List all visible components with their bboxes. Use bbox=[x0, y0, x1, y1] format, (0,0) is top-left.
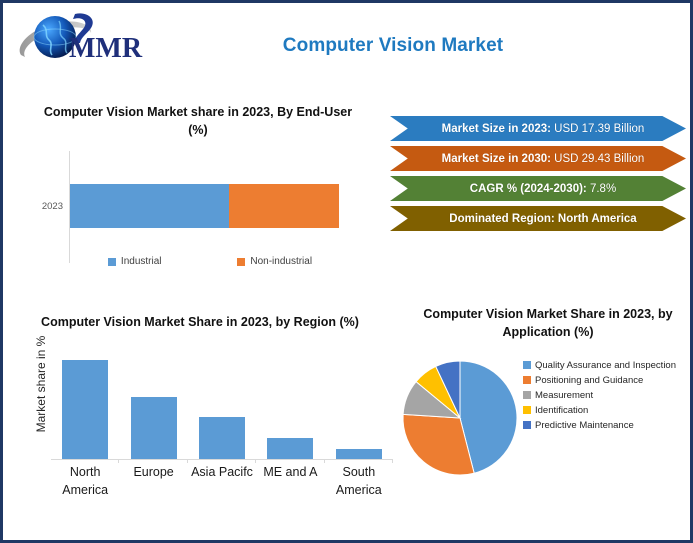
end-user-axis-line bbox=[69, 151, 70, 263]
legend-item-1: Positioning and Guidance bbox=[523, 374, 690, 387]
banner-cagr: CAGR % (2024-2030): 7.8% bbox=[390, 176, 686, 201]
legend-label-3: Identification bbox=[535, 405, 589, 417]
legend-label-1: Positioning and Guidance bbox=[535, 375, 644, 387]
region-bar-asia-pacifc bbox=[199, 417, 246, 459]
region-x-axis-labels: North America Europe Asia Pacifc ME and A So… bbox=[51, 463, 393, 499]
end-user-stacked-bar-chart: 2023 Industrial Non-industrial bbox=[23, 151, 368, 286]
pie-graphic bbox=[402, 360, 518, 476]
bar-segment-non-industrial bbox=[228, 184, 339, 228]
banner-text-dominated-region: Dominated Region: North America bbox=[449, 212, 637, 225]
region-bar-column bbox=[256, 355, 326, 463]
legend-item-0: Quality Assurance and Inspection bbox=[523, 359, 690, 372]
pie-slice-4 bbox=[435, 360, 461, 419]
application-legend: Quality Assurance and Inspection Position… bbox=[523, 359, 690, 435]
legend-swatch-0 bbox=[523, 361, 531, 369]
legend-item-non-industrial: Non-industrial bbox=[237, 256, 312, 267]
region-bar-me-and-a bbox=[267, 438, 314, 459]
banner-market-size-2023: Market Size in 2023: USD 17.39 Billion bbox=[390, 116, 686, 141]
region-bar-europe bbox=[130, 396, 177, 459]
mmr-logo: MMR bbox=[13, 9, 193, 71]
region-bar-chart: Market share in % North America Europe Asi… bbox=[25, 336, 395, 540]
banner-dominated-region: Dominated Region: North America bbox=[390, 206, 686, 231]
legend-label-2: Measurement bbox=[535, 390, 594, 402]
legend-swatch-industrial bbox=[107, 257, 116, 266]
banner-text-cagr: CAGR % (2024-2030): 7.8% bbox=[469, 182, 617, 195]
banner-market-size-2030: Market Size in 2030: USD 29.43 Billion bbox=[390, 146, 686, 171]
legend-item-industrial: Industrial bbox=[107, 256, 162, 267]
legend-item-3: Identification bbox=[523, 404, 690, 417]
bar-segment-industrial bbox=[70, 184, 229, 228]
region-y-axis-label: Market share in % bbox=[34, 335, 48, 433]
region-bar-column bbox=[119, 355, 189, 463]
region-bar-column bbox=[325, 355, 394, 463]
application-pie-chart: Quality Assurance and Inspection Position… bbox=[401, 355, 690, 515]
region-label-me-and-a: ME and A bbox=[263, 465, 318, 479]
legend-swatch-non-industrial bbox=[237, 257, 246, 266]
header: MMR Computer Vision Market bbox=[3, 3, 690, 91]
legend-label-4: Predictive Maintenance bbox=[535, 420, 634, 432]
region-label-asia-pacifc: Asia Pacifc bbox=[191, 465, 253, 479]
pie-slice-1 bbox=[402, 413, 475, 476]
region-label-south-america: South America bbox=[335, 465, 382, 498]
key-metrics-banners: Market Size in 2023: USD 17.39 Billion M… bbox=[390, 116, 686, 236]
end-user-legend: Industrial Non-industrial bbox=[70, 256, 350, 267]
end-user-chart-title: Computer Vision Market share in 2023, By… bbox=[43, 105, 353, 137]
end-user-bar bbox=[70, 184, 339, 228]
legend-label-non-industrial: Non-industrial bbox=[250, 256, 313, 267]
end-user-category-label: 2023 bbox=[41, 201, 63, 212]
banner-text-market-size-2023: Market Size in 2023: USD 17.39 Billion bbox=[441, 122, 645, 135]
region-label-north-america: North America bbox=[62, 465, 109, 498]
region-bar-column bbox=[51, 355, 120, 463]
globe-icon: MMR bbox=[19, 13, 143, 64]
legend-label-0: Quality Assurance and Inspection bbox=[535, 360, 677, 371]
legend-swatch-4 bbox=[523, 421, 531, 430]
pie-slice-0 bbox=[459, 360, 518, 474]
legend-item-4: Predictive Maintenance bbox=[523, 419, 690, 432]
region-bar-north-america bbox=[62, 360, 109, 459]
region-chart-title: Computer Vision Market Share in 2023, by… bbox=[41, 315, 359, 329]
legend-swatch-2 bbox=[523, 391, 531, 400]
banner-text-market-size-2030: Market Size in 2030: USD 29.43 Billion bbox=[441, 152, 645, 165]
region-bar-column bbox=[188, 355, 257, 463]
legend-swatch-3 bbox=[523, 406, 531, 415]
legend-item-2: Measurement bbox=[523, 389, 690, 402]
page-title: Computer Vision Market bbox=[282, 35, 504, 56]
legend-swatch-1 bbox=[523, 376, 531, 385]
region-bar-south-america bbox=[335, 448, 382, 459]
legend-label-industrial: Industrial bbox=[120, 256, 162, 267]
region-label-europe: Europe bbox=[133, 465, 174, 479]
region-plot-area bbox=[51, 355, 394, 463]
logo-text: MMR bbox=[69, 33, 143, 64]
application-chart-title: Computer Vision Market Share in 2023, by… bbox=[423, 307, 673, 339]
